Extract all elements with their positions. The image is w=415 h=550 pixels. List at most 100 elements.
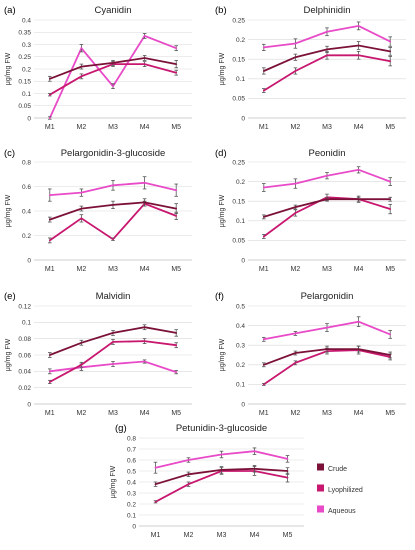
data-point-lyophilized — [294, 212, 297, 214]
x-tick-label: M1 — [259, 124, 269, 131]
data-point-aqueous — [48, 194, 51, 196]
x-tick-label: M1 — [45, 266, 55, 273]
data-point-aqueous — [112, 363, 114, 365]
y-tick-label: 0 — [241, 115, 245, 122]
x-tick-label: M3 — [108, 266, 118, 273]
data-point-aqueous — [143, 360, 146, 363]
data-point-lyophilized — [112, 238, 114, 241]
panel-label: (e) — [4, 291, 16, 302]
data-point-aqueous — [48, 370, 51, 373]
data-point-lyophilized — [80, 217, 83, 220]
x-tick-label: M2 — [291, 124, 301, 131]
data-point-aqueous — [143, 181, 146, 184]
y-tick-label: 0.2 — [236, 362, 245, 369]
chart-panel-6: (g) Petunidin-3-glucoside 0 0.1 0.2 0.3 0.4 0.5… — [110, 423, 304, 539]
y-tick-label: 0.1 — [22, 91, 31, 98]
chart-title: Pelargonidin-3-glucoside — [61, 148, 166, 159]
y-tick-label: 0.3 — [22, 42, 31, 49]
data-point-crude — [154, 483, 157, 486]
data-point-lyophilized — [48, 93, 51, 96]
data-point-lyophilized — [143, 340, 146, 343]
data-point-lyophilized — [48, 381, 51, 383]
data-point-crude — [175, 63, 178, 65]
data-point-crude — [48, 77, 51, 80]
data-point-aqueous — [175, 189, 178, 192]
data-point-lyophilized — [175, 71, 178, 74]
x-tick-label: M1 — [45, 124, 55, 131]
data-point-lyophilized — [80, 75, 83, 78]
x-tick-label: M2 — [291, 266, 301, 273]
data-point-crude — [294, 206, 297, 208]
data-point-aqueous — [112, 85, 114, 88]
data-point-aqueous — [357, 320, 360, 323]
data-point-crude — [357, 44, 360, 47]
data-point-aqueous — [80, 191, 83, 194]
y-tick-label: 0.3 — [236, 343, 245, 350]
legend-swatch-crude — [317, 463, 324, 471]
data-point-crude — [143, 201, 146, 204]
data-point-lyophilized — [357, 54, 360, 57]
data-point-aqueous — [80, 47, 83, 50]
data-point-aqueous — [253, 450, 256, 453]
x-tick-label: M4 — [354, 124, 364, 131]
legend-swatch-aqueous — [317, 505, 324, 513]
data-point-crude — [112, 203, 114, 206]
y-tick-label: 0.5 — [127, 468, 136, 475]
data-point-aqueous — [175, 47, 178, 50]
y-tick-label: 0.1 — [236, 382, 245, 389]
data-point-aqueous — [326, 30, 328, 33]
y-tick-label: 0.3 — [127, 490, 136, 497]
y-tick-label: 0.25 — [232, 17, 245, 24]
x-tick-label: M5 — [283, 532, 293, 539]
data-point-aqueous — [357, 24, 360, 27]
y-tick-label: 0.15 — [232, 57, 245, 64]
x-tick-label: M4 — [354, 266, 364, 273]
data-point-lyophilized — [80, 363, 83, 366]
data-point-aqueous — [326, 174, 328, 177]
y-axis-label: μg/mg FW — [219, 52, 226, 85]
chart-title: Delphinidin — [303, 5, 350, 16]
data-point-lyophilized — [262, 89, 265, 92]
data-point-crude — [286, 470, 289, 472]
y-tick-label: 0.06 — [18, 352, 31, 359]
data-point-aqueous — [294, 42, 297, 45]
data-point-aqueous — [389, 180, 392, 183]
series-line-lyophilized — [263, 196, 391, 238]
y-tick-label: 0.25 — [18, 54, 31, 61]
y-axis-label: μg/mg FW — [5, 194, 12, 227]
data-point-crude — [80, 207, 83, 210]
data-point-lyophilized — [286, 476, 289, 479]
y-tick-label: 0.8 — [127, 435, 136, 442]
data-point-lyophilized — [389, 208, 392, 210]
x-tick-label: M3 — [108, 124, 118, 131]
legend: Crude Lyophilized Aqueous — [317, 463, 363, 515]
data-point-lyophilized — [112, 341, 114, 343]
y-tick-label: 0.02 — [18, 385, 31, 392]
chart-panel-5: (f) Pelargonidin 0 0.1 0.2 0.3 0.4 0.5 M1 M2 M3 M4 M… — [215, 291, 406, 417]
data-point-crude — [389, 50, 392, 53]
x-tick-label: M2 — [77, 124, 87, 131]
y-tick-label: 0.04 — [18, 369, 31, 376]
data-point-lyophilized — [187, 483, 190, 486]
data-point-lyophilized — [175, 344, 178, 347]
x-tick-label: M4 — [140, 266, 150, 273]
y-tick-label: 0.1 — [22, 320, 31, 327]
panel-label: (a) — [4, 5, 16, 16]
x-tick-label: M5 — [171, 410, 181, 417]
data-point-crude — [187, 473, 190, 476]
series-line-crude — [263, 198, 391, 218]
data-point-aqueous — [389, 333, 392, 336]
y-tick-label: 0.4 — [236, 323, 245, 330]
series-line-lyophilized — [49, 63, 177, 96]
data-point-crude — [175, 332, 178, 334]
data-point-crude — [80, 341, 83, 344]
data-point-aqueous — [262, 46, 265, 49]
data-point-crude — [262, 363, 265, 366]
x-tick-label: M1 — [259, 266, 269, 273]
data-point-aqueous — [294, 332, 297, 335]
y-tick-label: 0 — [27, 257, 31, 264]
x-tick-label: M3 — [217, 532, 227, 539]
data-point-lyophilized — [154, 500, 157, 503]
y-tick-label: 0.8 — [22, 159, 31, 166]
data-point-crude — [326, 48, 328, 51]
